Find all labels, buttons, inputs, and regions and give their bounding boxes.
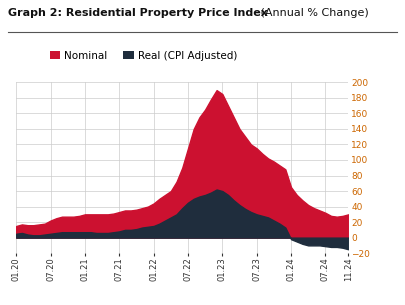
Text: (Annual % Change): (Annual % Change) bbox=[257, 8, 369, 18]
Legend: Nominal, Real (CPI Adjusted): Nominal, Real (CPI Adjusted) bbox=[46, 46, 241, 65]
Text: Graph 2: Residential Property Price Index: Graph 2: Residential Property Price Inde… bbox=[8, 8, 268, 18]
